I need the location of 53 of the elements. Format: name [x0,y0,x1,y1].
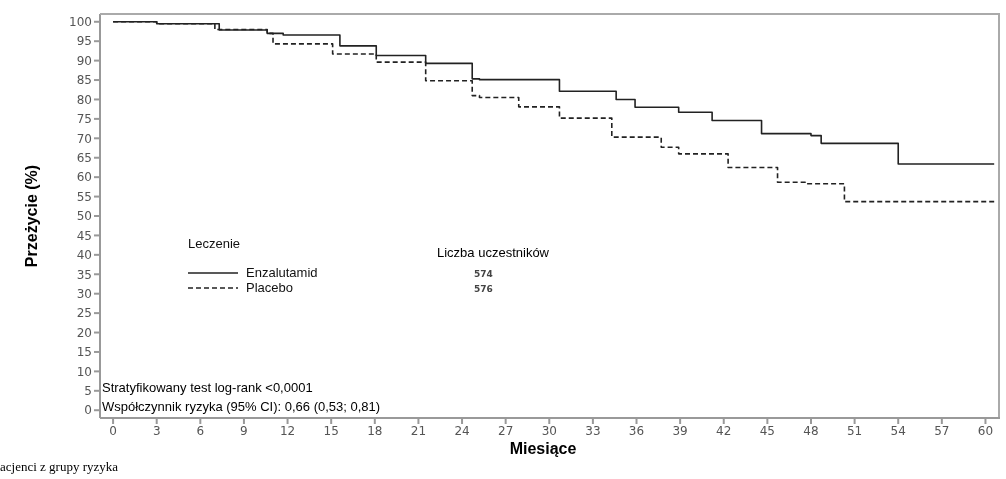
y-tick-label: 35 [76,267,92,282]
y-axis-title: Przeżycie (%) [23,164,41,268]
y-tick-label: 15 [76,345,92,360]
legend-title: Leczenie [188,236,242,251]
x-tick-label: 21 [410,423,427,438]
y-tick-label: 65 [76,150,92,165]
y-tick-label: 40 [76,248,92,263]
y-tick-label: 70 [76,131,92,146]
legend-label: Placebo [246,280,293,295]
x-tick-label: 48 [803,423,819,438]
y-tick-label: 25 [76,306,92,321]
x-tick-label: 6 [196,423,205,438]
x-tick-label: 15 [323,423,339,438]
x-tick-label: 12 [279,423,296,438]
x-tick-label: 51 [846,423,863,438]
annotation: Liczba uczestników [437,245,549,260]
y-tick-label: 5 [84,384,92,399]
text: acjenci z grupy ryzyka [0,459,119,475]
y-tick-label: 0 [84,403,92,418]
x-tick-label: 0 [109,423,117,438]
annotation: 574 [474,268,493,281]
y-tick-label: 80 [76,92,92,107]
legend-label: Enzalutamid [246,265,318,280]
y-tick-label: 90 [76,53,92,68]
annotation: Współczynnik ryzyka (95% CI): 0,66 (0,53; 0,81) [102,398,381,416]
y-tick-label: 50 [76,209,92,224]
x-tick-label: 36 [628,423,645,438]
annotation: 576 [474,283,493,296]
x-tick-label: 3 [152,423,161,438]
y-tick-label: 60 [76,170,92,185]
x-tick-label: 24 [454,423,470,438]
y-tick-label: 75 [76,112,92,127]
x-tick-label: 33 [585,423,601,438]
x-tick-label: 54 [890,423,906,438]
x-tick-label: 42 [716,423,732,438]
x-tick-label: 60 [977,423,994,438]
y-tick-label: 30 [76,286,92,301]
x-tick-label: 39 [672,423,688,438]
y-tick-label: 20 [76,325,92,340]
x-tick-label: 9 [240,423,248,438]
x-axis-title: Miesiące [508,440,578,458]
x-tick-label: 30 [541,423,557,438]
y-tick-label: 10 [76,364,92,379]
x-tick-label: 45 [759,423,776,438]
x-tick-label: 27 [498,423,514,438]
x-tick-label: 18 [367,423,383,438]
y-tick-label: 45 [76,228,92,243]
y-tick-label: 95 [76,34,92,49]
y-tick-label: 100 [69,15,92,30]
annotation: Stratyfikowany test log-rank <0,0001 [102,379,314,397]
y-tick-label: 85 [76,73,92,88]
y-tick-label: 55 [76,189,92,204]
x-tick-label: 57 [934,423,950,438]
